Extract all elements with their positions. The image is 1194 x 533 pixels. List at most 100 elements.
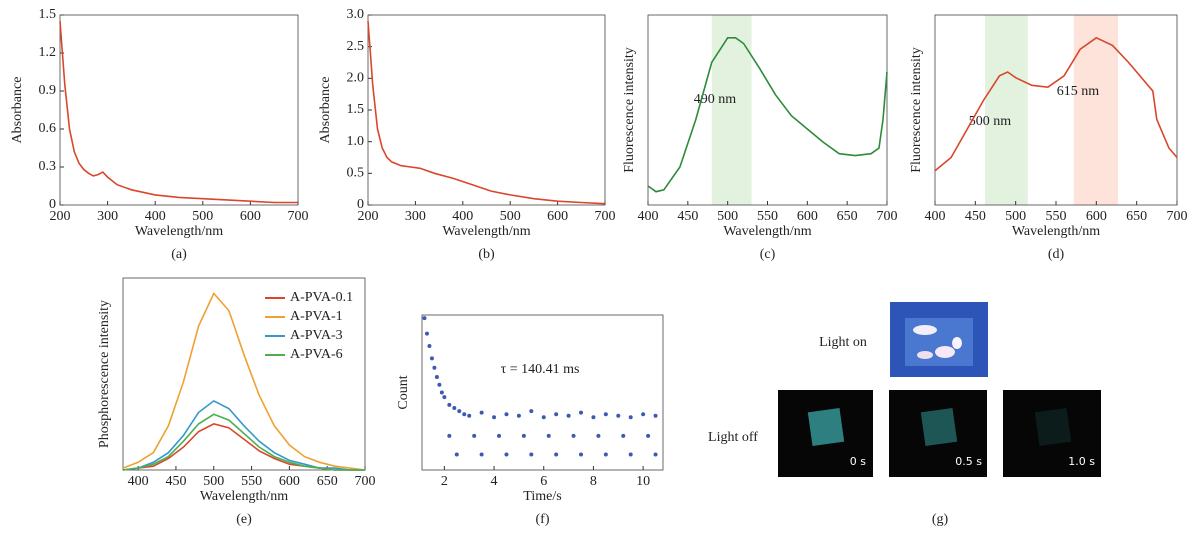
x-axis-label: Wavelength/nm bbox=[1012, 224, 1100, 239]
time-label: 0 s bbox=[850, 455, 866, 468]
panel: 400 450 500 550 600 650 700 Wavelength/nm Fluore… bbox=[622, 14, 898, 262]
series-line bbox=[59, 21, 298, 204]
y-tick-label: 0.3 bbox=[39, 159, 57, 174]
x-tick-label: 2 bbox=[441, 474, 448, 489]
y-tick-label: 2.5 bbox=[347, 39, 365, 54]
point bbox=[424, 331, 429, 336]
x-tick-label: 450 bbox=[965, 209, 986, 224]
point bbox=[653, 452, 658, 457]
point bbox=[439, 390, 444, 395]
point bbox=[621, 433, 626, 438]
legend-label: A-PVA-1 bbox=[290, 309, 343, 324]
x-tick-label: 700 bbox=[355, 474, 376, 489]
x-tick-label: 200 bbox=[50, 209, 71, 224]
point bbox=[603, 452, 608, 457]
x-tick-label: 4 bbox=[491, 474, 498, 489]
point bbox=[442, 395, 447, 400]
x-axis-label: Wavelength/nm bbox=[200, 489, 288, 504]
point bbox=[554, 412, 559, 417]
legend-label: A-PVA-0.1 bbox=[290, 290, 353, 305]
y-axis-label: Fluorescence intensity bbox=[622, 47, 637, 173]
x-tick-label: 600 bbox=[1086, 209, 1107, 224]
annotation: 615 nm bbox=[1057, 84, 1100, 99]
caption: (a) bbox=[171, 247, 187, 262]
point bbox=[641, 412, 646, 417]
x-tick-label: 600 bbox=[240, 209, 261, 224]
glow bbox=[935, 346, 955, 358]
x-tick-label: 450 bbox=[165, 474, 186, 489]
series-line bbox=[647, 37, 888, 193]
x-tick-label: 200 bbox=[358, 209, 379, 224]
x-tick-label: 400 bbox=[145, 209, 166, 224]
glow bbox=[913, 325, 937, 335]
series-line bbox=[122, 423, 365, 471]
point bbox=[628, 452, 633, 457]
sample bbox=[905, 318, 973, 366]
point bbox=[504, 412, 509, 417]
point bbox=[479, 410, 484, 415]
legend-label: A-PVA-3 bbox=[290, 328, 343, 343]
x-tick-label: 600 bbox=[279, 474, 300, 489]
x-tick-label: 500 bbox=[717, 209, 738, 224]
x-tick-label: 700 bbox=[595, 209, 616, 224]
glow bbox=[952, 337, 962, 349]
point bbox=[579, 410, 584, 415]
point bbox=[529, 409, 534, 414]
point bbox=[653, 413, 658, 418]
point bbox=[596, 433, 601, 438]
x-tick-label: 500 bbox=[1005, 209, 1026, 224]
point bbox=[616, 413, 621, 418]
point bbox=[472, 433, 477, 438]
sample bbox=[807, 407, 845, 447]
point bbox=[571, 433, 576, 438]
plot-frame bbox=[647, 14, 888, 206]
panel: 400 450 500 550 600 650 700 Wavelength/nm Phosph… bbox=[97, 277, 376, 527]
series-line bbox=[367, 21, 606, 205]
x-tick-label: 500 bbox=[500, 209, 521, 224]
y-tick-label: 2.0 bbox=[347, 71, 365, 86]
y-tick-label: 1.2 bbox=[39, 45, 57, 60]
series-line bbox=[934, 36, 1178, 172]
point bbox=[427, 344, 432, 348]
x-tick-label: 400 bbox=[638, 209, 659, 224]
caption: (c) bbox=[760, 247, 776, 262]
x-tick-label: 400 bbox=[128, 474, 149, 489]
x-tick-label: 600 bbox=[797, 209, 818, 224]
point bbox=[434, 375, 439, 379]
panel-g: Light on Light off 0 s 0.5 s 1.0 s (g) bbox=[708, 302, 1101, 527]
series-line bbox=[122, 291, 366, 471]
x-axis-label: Time/s bbox=[523, 489, 561, 504]
caption: (e) bbox=[236, 512, 252, 527]
x-tick-label: 550 bbox=[757, 209, 778, 224]
panel: 200 300 400 500 600 700 0 0.5 1.0 1.5 2.0 2.5 3.0 Wav… bbox=[318, 7, 615, 262]
point bbox=[591, 415, 596, 420]
x-tick-label: 300 bbox=[97, 209, 118, 224]
light-on-label: Light on bbox=[819, 335, 867, 350]
point bbox=[422, 316, 427, 321]
sample bbox=[920, 407, 958, 447]
point bbox=[541, 415, 546, 420]
legend-label: A-PVA-6 bbox=[290, 347, 343, 362]
point bbox=[628, 415, 633, 420]
y-tick-label: 0 bbox=[357, 197, 364, 212]
plot-frame bbox=[934, 14, 1178, 206]
x-tick-label: 600 bbox=[547, 209, 568, 224]
point bbox=[646, 433, 651, 438]
time-label: 1.0 s bbox=[1068, 455, 1095, 468]
annotation: 490 nm bbox=[694, 92, 737, 107]
point bbox=[452, 406, 457, 410]
x-tick-label: 650 bbox=[1126, 209, 1147, 224]
point bbox=[566, 413, 571, 418]
point bbox=[467, 413, 472, 418]
y-tick-label: 1.5 bbox=[347, 102, 365, 117]
point bbox=[546, 433, 551, 438]
point bbox=[429, 356, 434, 361]
panel: 200 300 400 500 600 700 0 0.3 0.6 0.9 1.2 1.5 Wavele… bbox=[10, 7, 308, 262]
x-tick-label: 6 bbox=[540, 474, 547, 489]
highlight-band bbox=[985, 15, 1028, 205]
panel: 2 4 6 8 10 Time/s Count (f) τ = 140.41 ms bbox=[396, 314, 664, 527]
y-tick-label: 0.9 bbox=[39, 83, 57, 98]
point bbox=[432, 365, 437, 370]
plot-frame bbox=[122, 277, 366, 471]
